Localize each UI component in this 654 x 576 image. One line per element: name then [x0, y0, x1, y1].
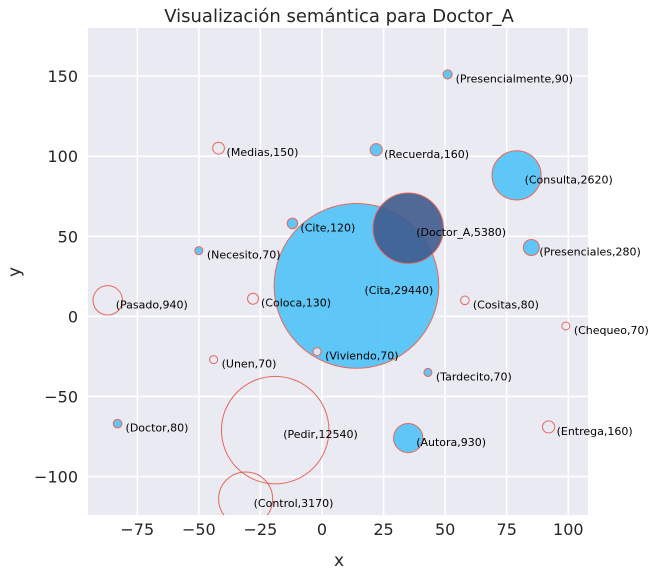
- point-label-control: (Control,3170): [254, 497, 334, 510]
- point-label-pedir: (Pedir,12540): [283, 428, 358, 441]
- point-coloca: [247, 292, 259, 305]
- point-autora: [393, 422, 424, 454]
- point-presencialmente: [442, 69, 453, 80]
- x-tick-label: 50: [435, 520, 455, 539]
- x-tick-label: −50: [182, 520, 216, 539]
- point-label-cositas: (Cositas,80): [473, 298, 539, 311]
- x-tick-label: 0: [317, 520, 327, 539]
- point-label-autora: (Autora,930): [416, 436, 486, 449]
- y-axis-ticks: −100 −50 0 50 100 150: [34, 67, 78, 486]
- point-tardecito: [423, 367, 433, 377]
- point-label-necesito: (Necesito,70): [207, 249, 281, 262]
- point-medias: [212, 141, 225, 155]
- point-pedir: [220, 375, 330, 485]
- y-tick-label: −50: [44, 387, 78, 406]
- data-points: [92, 69, 571, 515]
- point-label-medias: (Medias,150): [227, 146, 299, 159]
- point-label-presencialmente: (Presencialmente,90): [456, 72, 573, 85]
- point-label-doctor: (Doctor,80): [126, 422, 189, 435]
- x-axis-label: x: [334, 551, 344, 571]
- point-label-unen: (Unen,70): [222, 358, 277, 371]
- point-necesito: [194, 246, 204, 256]
- point-consulta: [491, 150, 542, 201]
- point-label-pasado: (Pasado,940): [116, 298, 188, 311]
- point-unen: [209, 355, 219, 365]
- point-label-viviendo: (Viviendo,70): [325, 350, 398, 363]
- point-viviendo: [312, 347, 322, 357]
- point-label-recuerda: (Recuerda,160): [384, 148, 469, 161]
- y-axis-label: y: [5, 267, 25, 277]
- point-entrega: [542, 420, 556, 434]
- y-tick-label: 150: [47, 67, 78, 86]
- point-label-tardecito: (Tardecito,70): [436, 370, 512, 383]
- point-pasado: [92, 285, 123, 316]
- point-chequeo: [561, 321, 571, 331]
- x-tick-label: −75: [120, 520, 154, 539]
- point-label-doctor-a: (Doctor_A,5380): [416, 226, 506, 239]
- x-axis-ticks: −75 −50 −25 0 25 50 75 100: [120, 520, 583, 539]
- y-tick-label: 50: [58, 227, 78, 246]
- point-label-cita: (Cita,29440): [364, 284, 433, 297]
- x-tick-label: 100: [553, 520, 584, 539]
- point-cite: [286, 217, 299, 230]
- y-tick-label: 0: [68, 307, 78, 326]
- x-tick-label: 75: [497, 520, 517, 539]
- point-doctor: [112, 418, 123, 429]
- point-recuerda: [369, 143, 383, 157]
- point-labels: (Cita,29440) (Pedir,12540) (Doctor_A,5380)…: [116, 72, 649, 510]
- x-tick-label: −25: [244, 520, 278, 539]
- point-cositas: [460, 295, 470, 306]
- point-presenciales: [522, 238, 540, 257]
- point-label-coloca: (Coloca,130): [261, 297, 331, 310]
- x-tick-label: 25: [373, 520, 393, 539]
- y-tick-label: 100: [47, 147, 78, 166]
- point-doctor-a: [372, 192, 444, 264]
- y-tick-label: −100: [34, 468, 78, 487]
- point-label-consulta: (Consulta,2620): [525, 173, 613, 186]
- point-control: [218, 471, 274, 515]
- chart-title: Visualización semántica para Doctor_A: [164, 6, 514, 27]
- point-label-presenciales: (Presenciales,280): [539, 245, 640, 258]
- point-label-entrega: (Entrega,160): [557, 425, 633, 438]
- point-label-chequeo: (Chequeo,70): [574, 324, 649, 337]
- point-label-cite: (Cite,120): [300, 221, 355, 234]
